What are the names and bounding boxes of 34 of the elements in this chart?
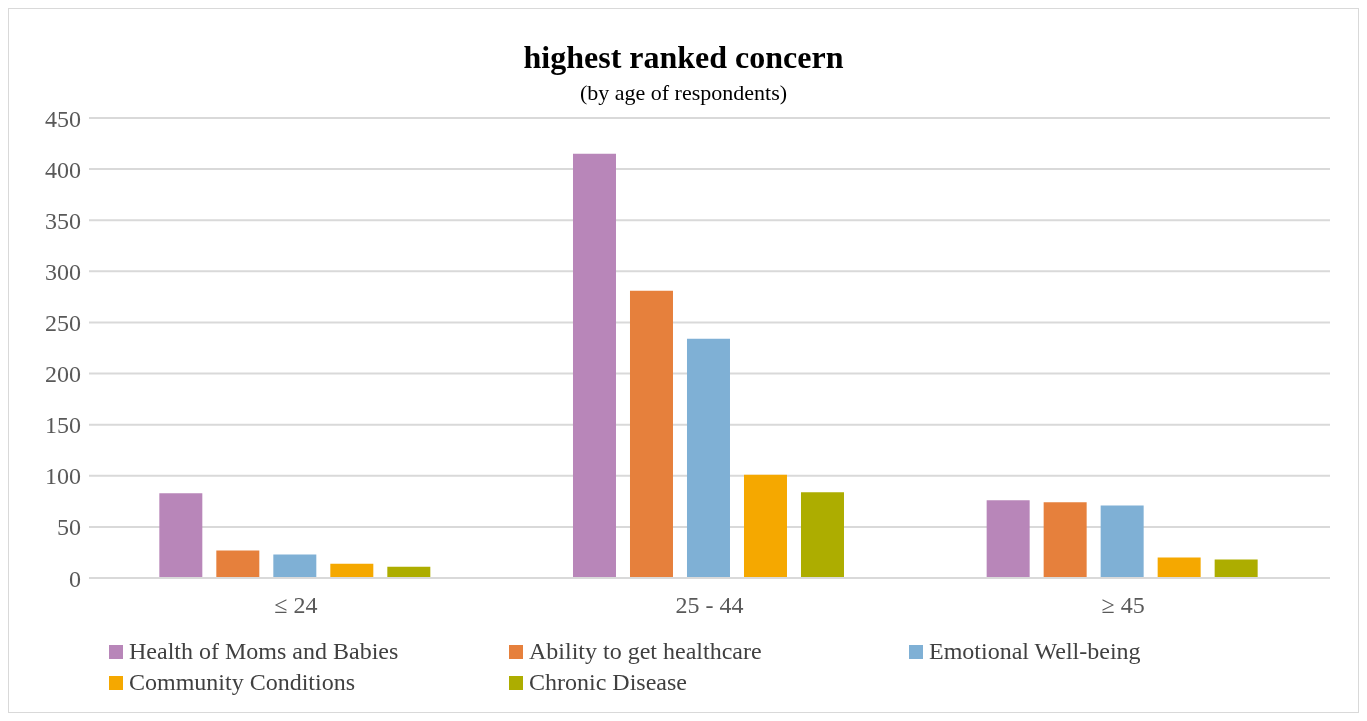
y-tick-label: 250	[45, 309, 81, 336]
bar	[216, 550, 260, 578]
bar	[986, 500, 1030, 578]
bar	[1214, 559, 1258, 578]
bar	[1043, 502, 1087, 578]
x-tick-label: ≥ 45	[1101, 592, 1145, 619]
legend-label: Ability to get healthcare	[529, 638, 762, 665]
bar	[159, 493, 203, 578]
bar	[629, 290, 673, 578]
bar	[743, 474, 787, 578]
x-tick-label: 25 - 44	[675, 592, 744, 619]
y-tick-label: 200	[45, 361, 81, 388]
bar	[1157, 557, 1201, 578]
y-tick-label: 450	[45, 105, 81, 132]
y-tick-label: 50	[57, 514, 81, 541]
chart-title: highest ranked concern	[522, 39, 845, 76]
bar	[572, 153, 616, 578]
legend-label: Community Conditions	[129, 669, 356, 696]
y-tick-label: 350	[45, 207, 81, 234]
legend-label: Health of Moms and Babies	[129, 638, 399, 665]
y-tick-label: 300	[45, 258, 81, 285]
y-tick-label: 0	[69, 565, 81, 592]
bar	[686, 338, 730, 578]
bar	[330, 563, 374, 578]
bar	[800, 492, 844, 578]
bar	[1100, 505, 1144, 578]
y-tick-label: 100	[45, 463, 81, 490]
x-tick-label: ≤ 24	[274, 592, 318, 619]
chart-subtitle: (by age of respondents)	[578, 80, 789, 106]
bar	[273, 554, 317, 578]
legend-label: Emotional Well-being	[929, 638, 1141, 665]
y-tick-label: 400	[45, 156, 81, 183]
legend-label: Chronic Disease	[529, 669, 687, 696]
y-tick-label: 150	[45, 412, 81, 439]
